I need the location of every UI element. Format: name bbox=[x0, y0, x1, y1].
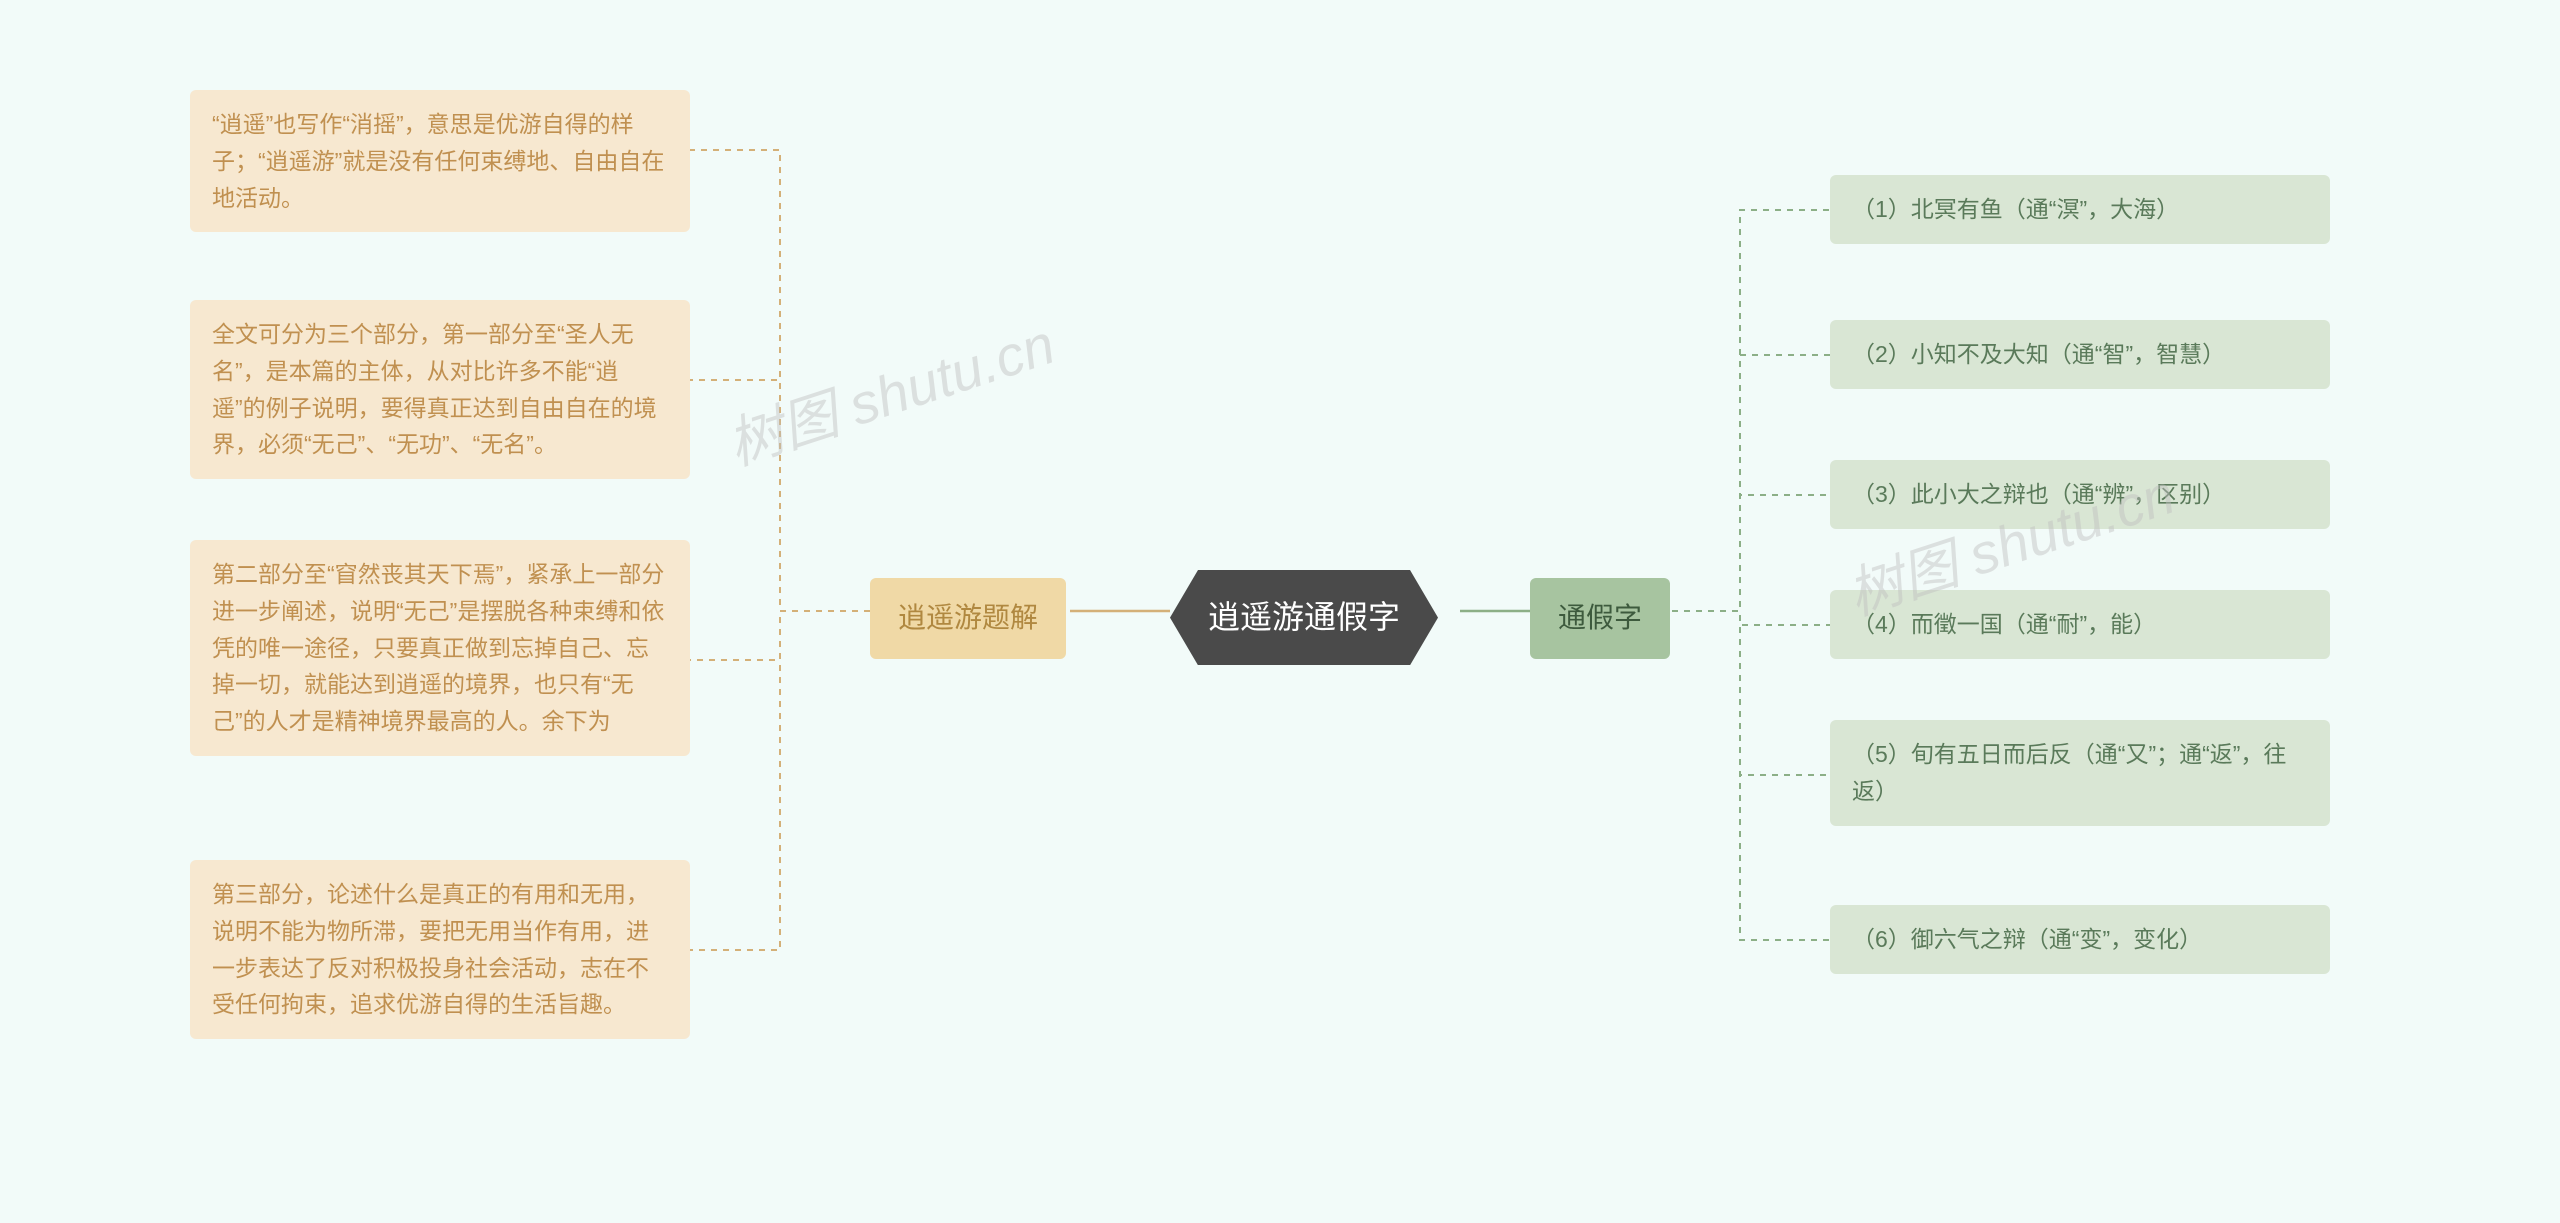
right-leaf-0[interactable]: （1）北冥有鱼（通“溟”，大海） bbox=[1830, 175, 2330, 244]
right-leaf-2[interactable]: （3）此小大之辩也（通“辨”，区别） bbox=[1830, 460, 2330, 529]
watermark-1: 树图 shutu.cn bbox=[716, 300, 1064, 482]
left-leaf-1[interactable]: 全文可分为三个部分，第一部分至“圣人无名”，是本篇的主体，从对比许多不能“逍遥”… bbox=[190, 300, 690, 479]
mindmap-container: 逍遥游通假字 逍遥游题解 通假字 “逍遥”也写作“消摇”，意思是优游自得的样子；… bbox=[0, 0, 2560, 1223]
leaf-text: （1）北冥有鱼（通“溟”，大海） bbox=[1852, 196, 2179, 222]
center-label: 逍遥游通假字 bbox=[1208, 599, 1400, 635]
left-leaf-3[interactable]: 第三部分，论述什么是真正的有用和无用，说明不能为物所滞，要把无用当作有用，进一步… bbox=[190, 860, 690, 1039]
leaf-text: （4）而徵一国（通“耐”，能） bbox=[1852, 611, 2156, 637]
leaf-text: 第三部分，论述什么是真正的有用和无用，说明不能为物所滞，要把无用当作有用，进一步… bbox=[212, 881, 649, 1017]
right-branch-node[interactable]: 通假字 bbox=[1530, 578, 1670, 659]
leaf-text: 第二部分至“窅然丧其天下焉”，紧承上一部分进一步阐述，说明“无己”是摆脱各种束缚… bbox=[212, 561, 664, 734]
left-leaf-0[interactable]: “逍遥”也写作“消摇”，意思是优游自得的样子；“逍遥游”就是没有任何束缚地、自由… bbox=[190, 90, 690, 232]
right-leaf-5[interactable]: （6）御六气之辩（通“变”，变化） bbox=[1830, 905, 2330, 974]
leaf-text: （6）御六气之辩（通“变”，变化） bbox=[1852, 926, 2202, 952]
leaf-text: 全文可分为三个部分，第一部分至“圣人无名”，是本篇的主体，从对比许多不能“逍遥”… bbox=[212, 321, 657, 457]
left-branch-label: 逍遥游题解 bbox=[898, 602, 1038, 633]
right-leaf-1[interactable]: （2）小知不及大知（通“智”，智慧） bbox=[1830, 320, 2330, 389]
center-node[interactable]: 逍遥游通假字 bbox=[1170, 570, 1438, 665]
leaf-text: （5）旬有五日而后反（通“又”；通“返”，往返） bbox=[1852, 741, 2286, 804]
right-branch-label: 通假字 bbox=[1558, 602, 1642, 633]
leaf-text: （3）此小大之辩也（通“辨”，区别） bbox=[1852, 481, 2225, 507]
leaf-text: （2）小知不及大知（通“智”，智慧） bbox=[1852, 341, 2225, 367]
right-leaf-4[interactable]: （5）旬有五日而后反（通“又”；通“返”，往返） bbox=[1830, 720, 2330, 826]
leaf-text: “逍遥”也写作“消摇”，意思是优游自得的样子；“逍遥游”就是没有任何束缚地、自由… bbox=[212, 111, 664, 211]
left-branch-node[interactable]: 逍遥游题解 bbox=[870, 578, 1066, 659]
left-leaf-2[interactable]: 第二部分至“窅然丧其天下焉”，紧承上一部分进一步阐述，说明“无己”是摆脱各种束缚… bbox=[190, 540, 690, 756]
right-leaf-3[interactable]: （4）而徵一国（通“耐”，能） bbox=[1830, 590, 2330, 659]
